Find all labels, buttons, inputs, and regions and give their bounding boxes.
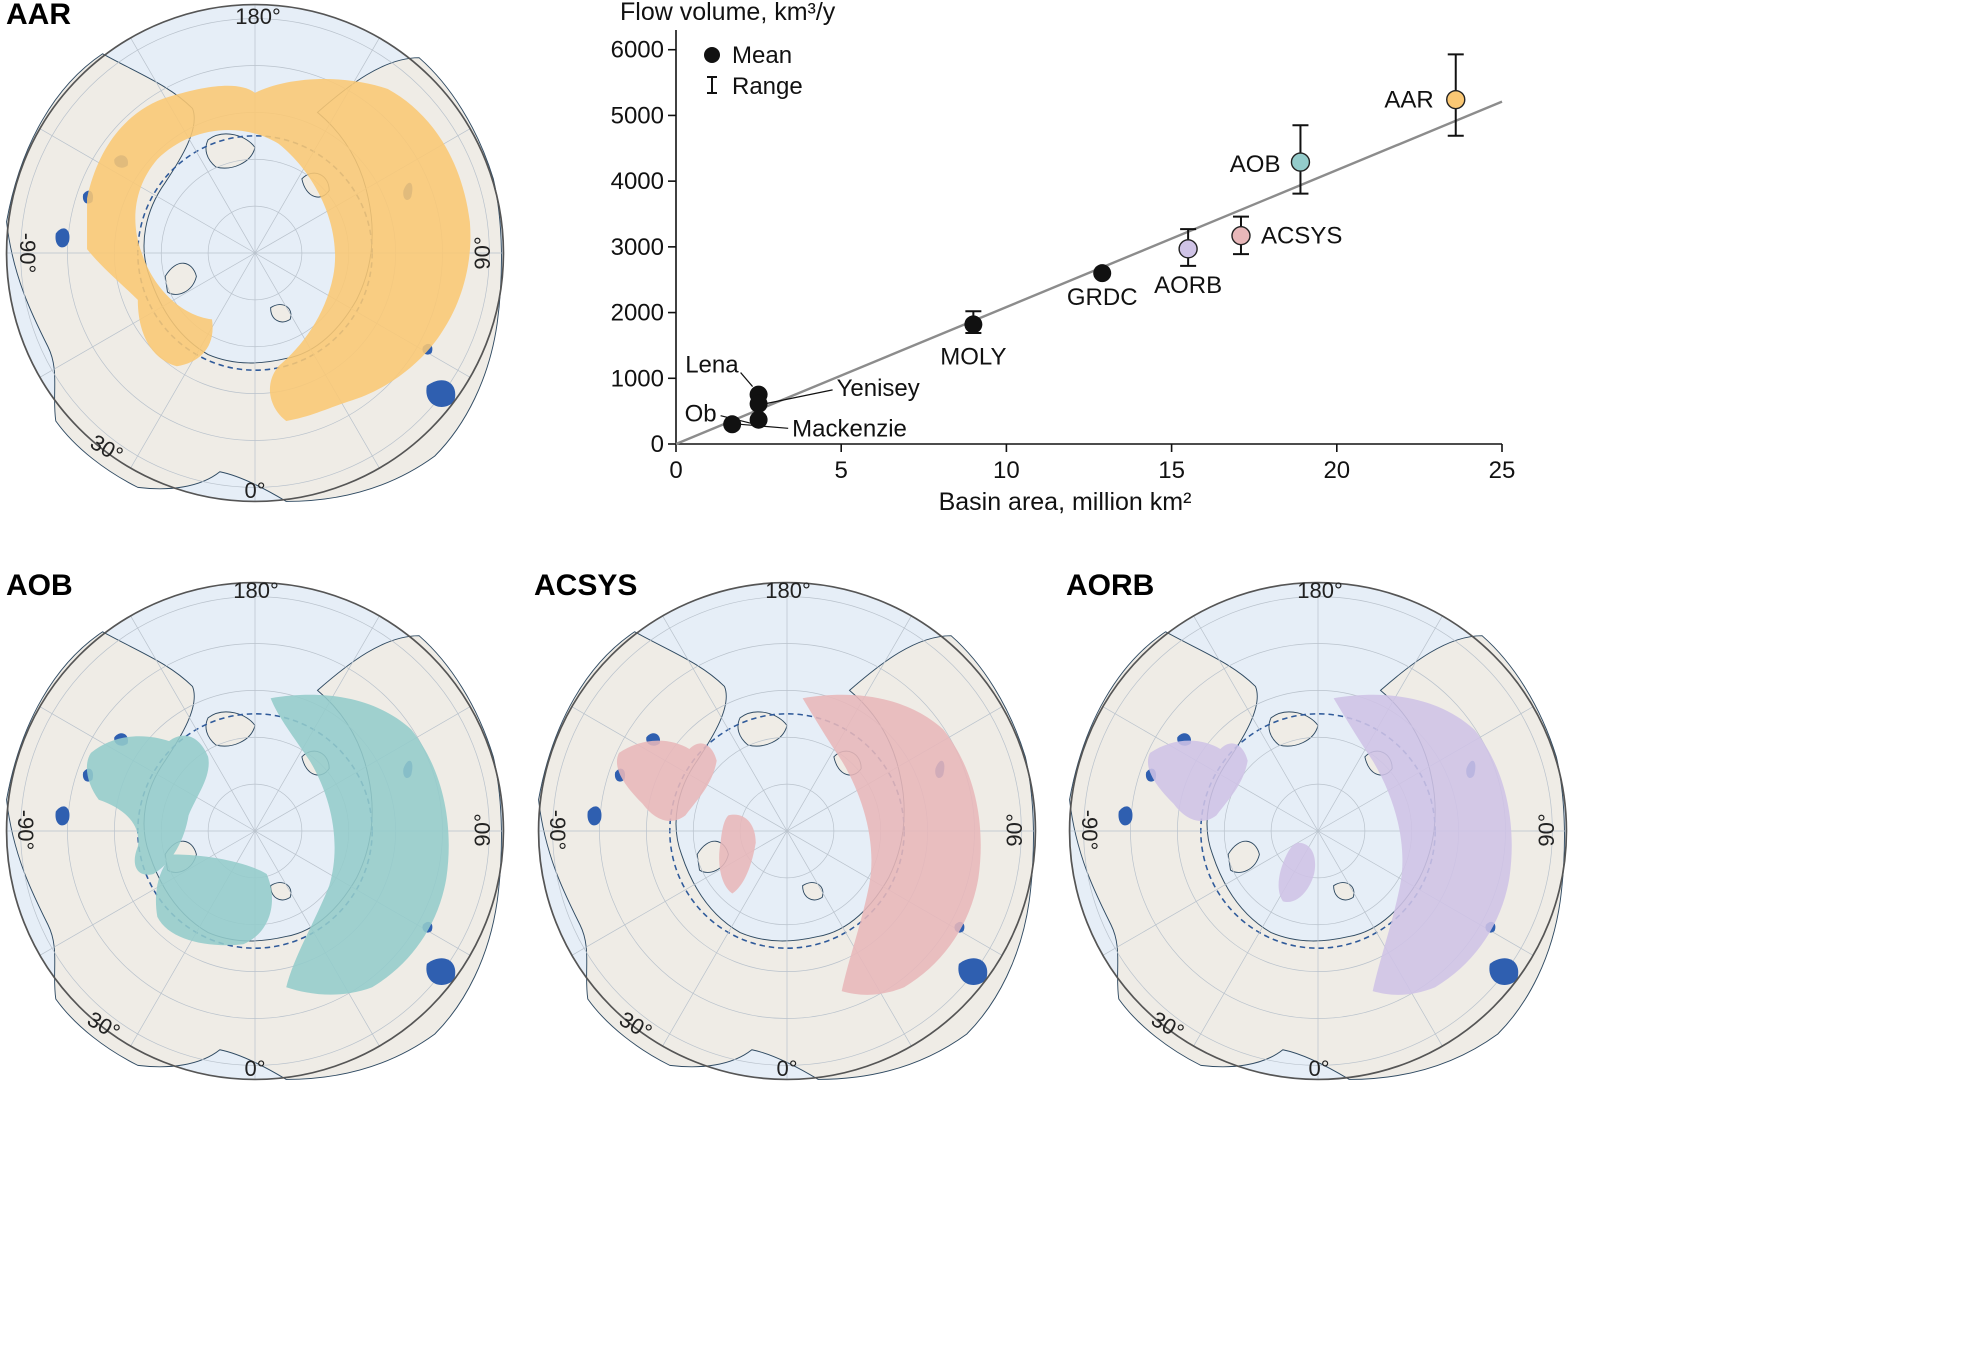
point-acsys xyxy=(1231,225,1251,246)
x-axis-title: Basin area, million km² xyxy=(939,488,1192,516)
aar-basin-area xyxy=(87,78,471,421)
legend-range-marker xyxy=(707,76,717,94)
aorb-label-180: 180° xyxy=(1297,578,1343,603)
map-aob: AOB 180° -90° 90° 0° 30° xyxy=(5,569,505,1081)
aob-label-left: -90° xyxy=(13,810,38,851)
legend: Mean Range xyxy=(704,42,803,100)
acsys-label-left: -90° xyxy=(545,810,570,851)
label-acsys: ACSYS xyxy=(1261,223,1342,250)
y-tick-label: 5000 xyxy=(611,102,664,129)
aorb-label-right: 90° xyxy=(1534,813,1559,846)
aob-basin-area xyxy=(86,694,449,995)
point-labels: Lena Yenisey Ob Mackenzie MOLY GRDC AORB ACSYS A… xyxy=(685,87,1434,443)
y-tick-label: 4000 xyxy=(611,168,664,195)
aorb-label-0: 0° xyxy=(1308,1056,1329,1081)
x-ticks: 0 5 10 15 20 25 xyxy=(669,444,1515,484)
label-aorb: AORB xyxy=(1154,272,1222,299)
point-ob xyxy=(749,410,768,429)
y-tick-label: 3000 xyxy=(611,234,664,261)
y-tick-label: 0 xyxy=(651,431,664,458)
aob-label-right: 90° xyxy=(470,813,495,846)
map-aar: AAR 180° -90° 90° 0° 30° xyxy=(5,0,505,503)
aar-panel-title: AAR xyxy=(6,0,71,31)
point-aorb xyxy=(1178,239,1198,259)
label-aar: AAR xyxy=(1384,87,1433,114)
label-ob: Ob xyxy=(685,401,717,428)
leader-lena xyxy=(740,372,754,387)
label-lena: Lena xyxy=(685,352,739,379)
flow-vs-area-chart: Flow volume, km³/y Basin area, million k… xyxy=(611,0,1516,516)
label-yenisey: Yenisey xyxy=(837,375,920,402)
aob-panel-title: AOB xyxy=(6,569,73,602)
x-tick-label: 10 xyxy=(993,457,1020,484)
map-aorb: AORB 180° -90° 90° 0° 30° xyxy=(1066,569,1568,1081)
label-mackenzie: Mackenzie xyxy=(792,415,907,442)
aar-label-180: 180° xyxy=(235,4,281,29)
point-aob xyxy=(1290,152,1311,172)
point-grdc xyxy=(1093,264,1112,283)
aar-label-left: -90° xyxy=(15,233,40,274)
x-tick-label: 20 xyxy=(1323,457,1350,484)
x-tick-label: 5 xyxy=(835,457,848,484)
aorb-label-left: -90° xyxy=(1077,810,1102,851)
data-points xyxy=(723,89,1466,434)
label-aob: AOB xyxy=(1230,151,1281,178)
aorb-panel-title: AORB xyxy=(1066,569,1154,602)
legend-range-label: Range xyxy=(732,73,803,100)
y-ticks: 0 1000 2000 3000 4000 5000 6000 xyxy=(611,37,676,458)
y-tick-label: 2000 xyxy=(611,300,664,327)
acsys-basin-area xyxy=(616,694,981,995)
legend-mean-marker xyxy=(704,47,720,63)
acsys-label-0: 0° xyxy=(776,1056,797,1081)
aob-label-0: 0° xyxy=(244,1056,265,1081)
acsys-label-180: 180° xyxy=(765,578,811,603)
leader-yenisey xyxy=(764,389,833,405)
label-grdc: GRDC xyxy=(1067,284,1138,311)
legend-mean-label: Mean xyxy=(732,42,792,69)
aob-label-180: 180° xyxy=(233,578,279,603)
aorb-basin-area xyxy=(1147,694,1512,995)
label-moly: MOLY xyxy=(940,343,1006,370)
y-tick-label: 1000 xyxy=(611,365,664,392)
aar-label-0: 0° xyxy=(244,478,265,503)
trend-line xyxy=(675,100,1503,446)
x-tick-label: 0 xyxy=(669,457,682,484)
point-aar xyxy=(1446,89,1466,110)
x-tick-label: 15 xyxy=(1158,457,1185,484)
acsys-label-right: 90° xyxy=(1002,813,1027,846)
point-yenisey xyxy=(749,394,768,413)
map-acsys: ACSYS 180° -90° 90° 0° 30° xyxy=(534,569,1037,1081)
aar-label-right: 90° xyxy=(470,236,495,269)
point-mackenzie xyxy=(723,415,742,434)
point-moly xyxy=(964,315,983,334)
x-tick-label: 25 xyxy=(1489,457,1516,484)
acsys-panel-title: ACSYS xyxy=(534,569,637,602)
y-tick-label: 6000 xyxy=(611,37,664,64)
y-axis-title: Flow volume, km³/y xyxy=(620,0,836,26)
